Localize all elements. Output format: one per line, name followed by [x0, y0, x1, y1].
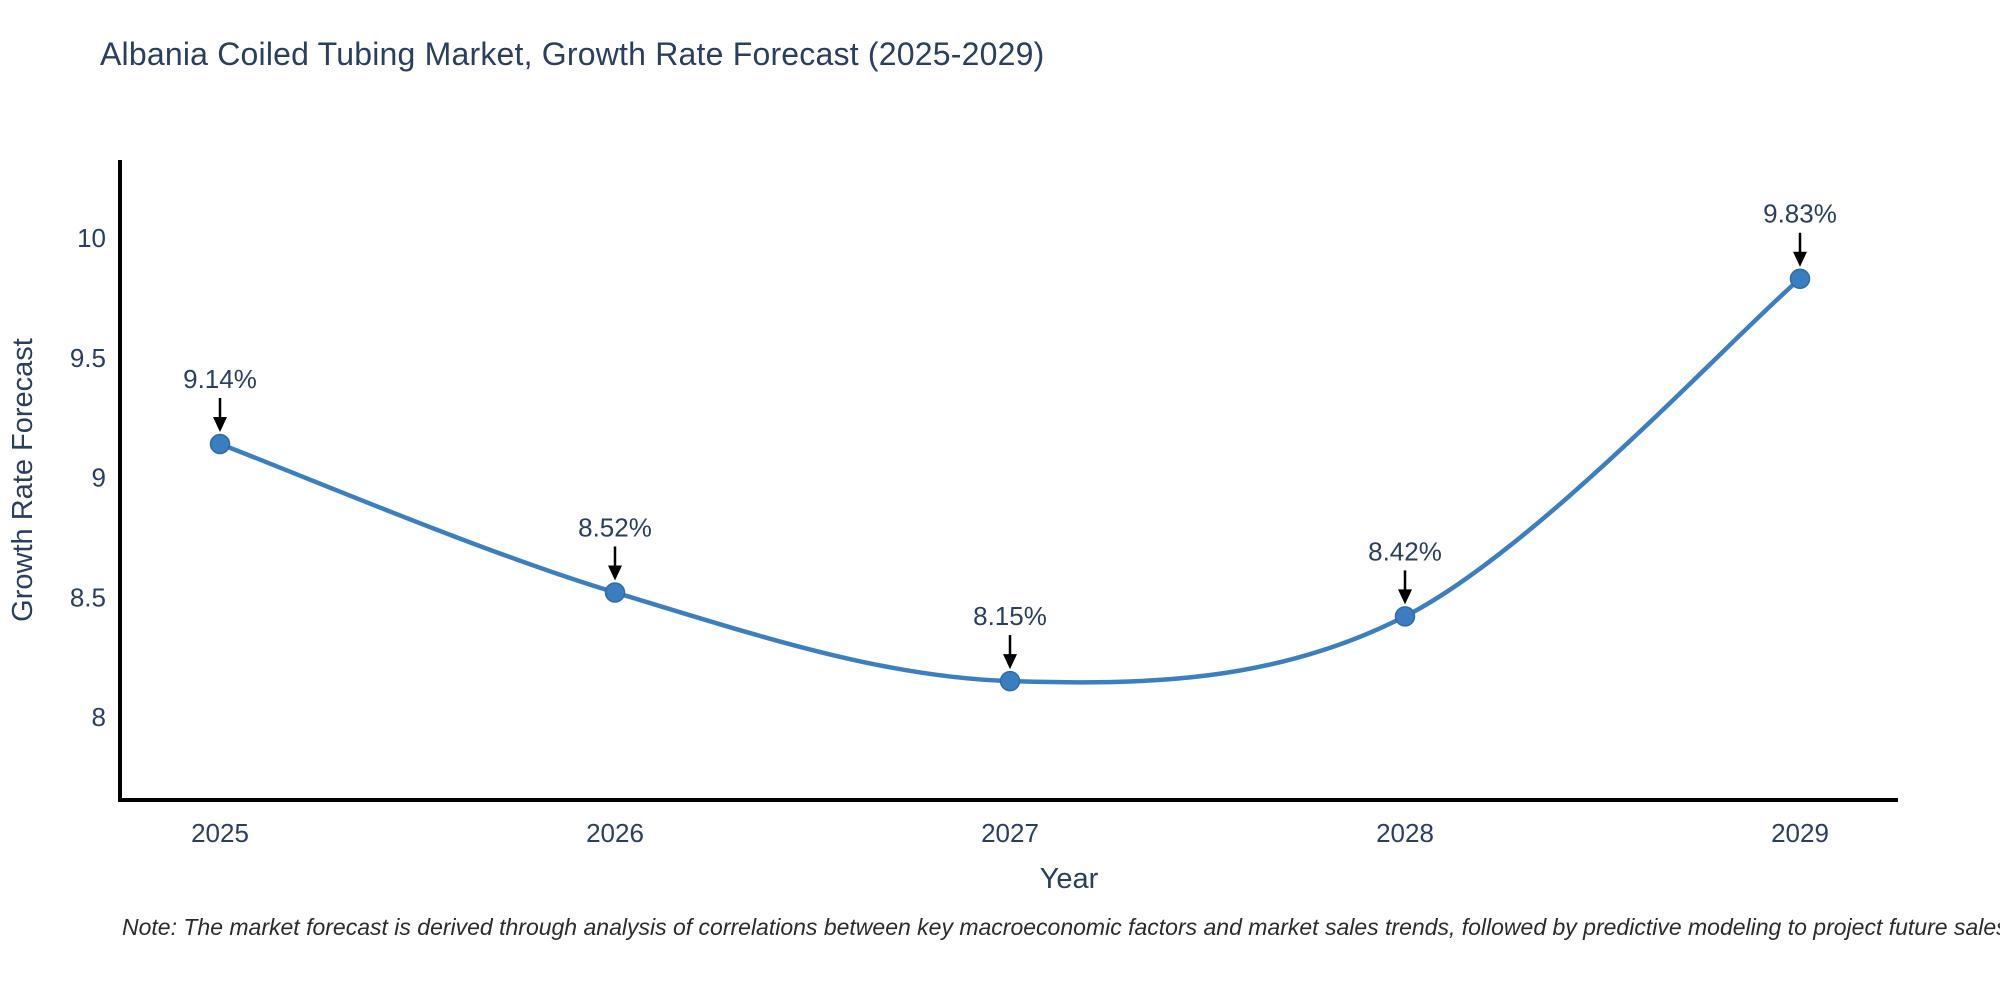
annotation-arrowhead-2029: [1793, 251, 1807, 267]
annotation-label-2029: 9.83%: [1763, 199, 1837, 229]
y-tick-9: 9: [92, 463, 106, 493]
annotation-arrowhead-2026: [608, 565, 622, 581]
data-point-2028: [1394, 606, 1416, 627]
x-tick-2029: 2029: [1771, 818, 1829, 848]
chart-title: Albania Coiled Tubing Market, Growth Rat…: [100, 36, 1045, 72]
annotation-arrowhead-2025: [213, 416, 227, 432]
y-axis-label: Growth Rate Forecast: [7, 338, 39, 622]
x-tick-2025: 2025: [191, 818, 249, 848]
x-tick-2026: 2026: [586, 818, 644, 848]
annotation-arrowhead-2028: [1398, 589, 1412, 605]
annotation-label-2026: 8.52%: [578, 512, 652, 542]
data-point-2027: [999, 670, 1021, 692]
footnote-text: Note: The market forecast is derived thr…: [122, 914, 2000, 940]
x-tick-2027: 2027: [981, 818, 1039, 848]
annotation-label-2028: 8.42%: [1368, 536, 1442, 566]
annotation-label-2027: 8.15%: [973, 601, 1047, 631]
data-point-2026: [604, 582, 626, 603]
y-tick-8: 8: [92, 702, 106, 732]
y-tick-9.5: 9.5: [70, 343, 106, 373]
x-tick-2028: 2028: [1376, 818, 1434, 848]
x-axis-label: Year: [1040, 863, 1099, 895]
data-point-2029: [1789, 268, 1811, 289]
data-point-2025: [209, 433, 231, 455]
annotation-label-2025: 9.14%: [183, 364, 257, 394]
y-tick-10: 10: [77, 223, 106, 253]
annotation-arrowhead-2027: [1003, 654, 1017, 670]
y-tick-8.5: 8.5: [70, 582, 106, 612]
